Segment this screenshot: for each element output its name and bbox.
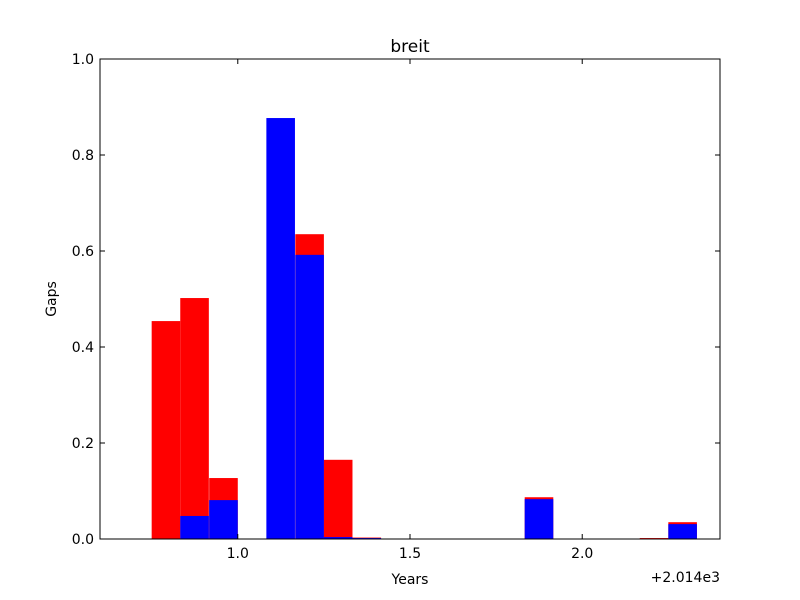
bar — [180, 298, 209, 539]
bar — [295, 254, 324, 539]
x-tick-label: 2.0 — [571, 546, 593, 562]
chart-title: breit — [390, 37, 430, 57]
y-tick-label: 0.6 — [72, 244, 94, 260]
bar — [151, 321, 181, 539]
bar — [323, 537, 353, 539]
x-axis-label: Years — [391, 572, 429, 588]
bar — [524, 499, 554, 539]
bar — [209, 500, 238, 539]
x-offset-text: +2.014e3 — [651, 570, 720, 586]
bar — [180, 515, 209, 539]
bar — [323, 459, 353, 539]
y-tick-label: 0.8 — [72, 148, 94, 164]
x-tick-label: 1.0 — [227, 546, 249, 562]
x-tick-label: 1.5 — [399, 546, 421, 562]
y-tick-label: 0.4 — [72, 340, 94, 356]
y-axis-label: Gaps — [44, 281, 60, 317]
bar — [668, 524, 697, 539]
bar — [266, 118, 295, 539]
y-tick-label: 0.2 — [72, 436, 94, 452]
y-tick-label: 0.0 — [72, 532, 94, 548]
y-tick-label: 1.0 — [72, 52, 94, 68]
